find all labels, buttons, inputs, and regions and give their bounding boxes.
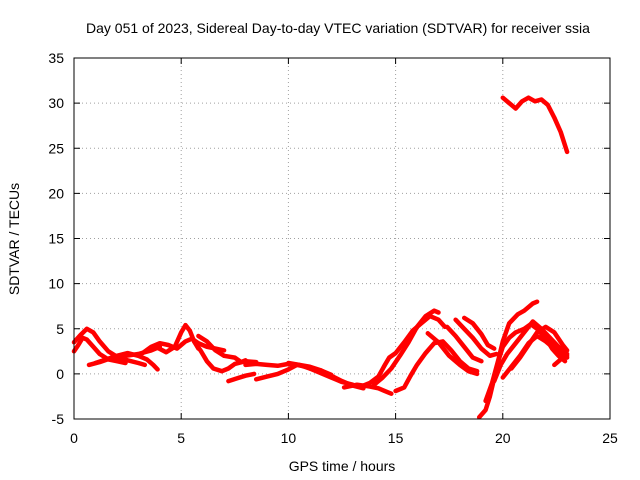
x-tick-label: 15 bbox=[388, 430, 404, 446]
series-line-trace-14 bbox=[359, 313, 448, 389]
series-line-trace-6 bbox=[146, 322, 201, 355]
series-line-trace-8 bbox=[191, 339, 259, 374]
series-line-trace-1 bbox=[71, 326, 148, 368]
chart-title: Day 051 of 2023, Sidereal Day-to-day VTE… bbox=[86, 20, 590, 36]
x-tick-label: 10 bbox=[281, 430, 297, 446]
series-line-trace-4 bbox=[93, 350, 160, 372]
y-tick-label: 25 bbox=[48, 140, 64, 156]
series-line-trace-16 bbox=[393, 339, 480, 394]
series-line-trace-20 bbox=[461, 315, 497, 351]
plot-frame bbox=[73, 57, 611, 420]
series-line-trace-17 bbox=[425, 331, 480, 377]
y-tick-label: 20 bbox=[48, 185, 64, 201]
series-line-trace-19 bbox=[453, 317, 499, 359]
y-tick-label: 10 bbox=[48, 276, 64, 292]
y-tick-label: -5 bbox=[52, 411, 65, 427]
y-tick-labels: -5 0 5 10 15 20 25 30 35 bbox=[48, 50, 64, 427]
series-line-trace-9 bbox=[226, 371, 257, 384]
series-line-trace-15 bbox=[371, 308, 441, 387]
data-traces bbox=[71, 95, 570, 420]
series-line-trace-18 bbox=[444, 324, 484, 364]
y-tick-label: 5 bbox=[56, 321, 64, 337]
x-tick-label: 5 bbox=[177, 430, 185, 446]
x-tick-labels: 0 5 10 15 20 25 bbox=[70, 430, 618, 446]
y-tick-label: 15 bbox=[48, 231, 64, 247]
x-tick-label: 25 bbox=[602, 430, 618, 446]
series-line-trace-23 bbox=[491, 319, 568, 384]
y-tick-label: 30 bbox=[48, 95, 64, 111]
y-tick-label: 35 bbox=[48, 50, 64, 66]
y-axis-label: SDTVAR / TECUs bbox=[6, 183, 22, 295]
series-line-trace-13 bbox=[341, 382, 394, 396]
series-line-trace-2 bbox=[71, 335, 128, 366]
x-axis-label: GPS time / hours bbox=[289, 458, 396, 474]
series-line-trace-28 bbox=[500, 95, 570, 155]
series-line-trace-27 bbox=[552, 353, 570, 368]
x-tick-label: 0 bbox=[70, 430, 78, 446]
x-tick-label: 20 bbox=[495, 430, 511, 446]
y-tick-label: 0 bbox=[56, 366, 64, 382]
